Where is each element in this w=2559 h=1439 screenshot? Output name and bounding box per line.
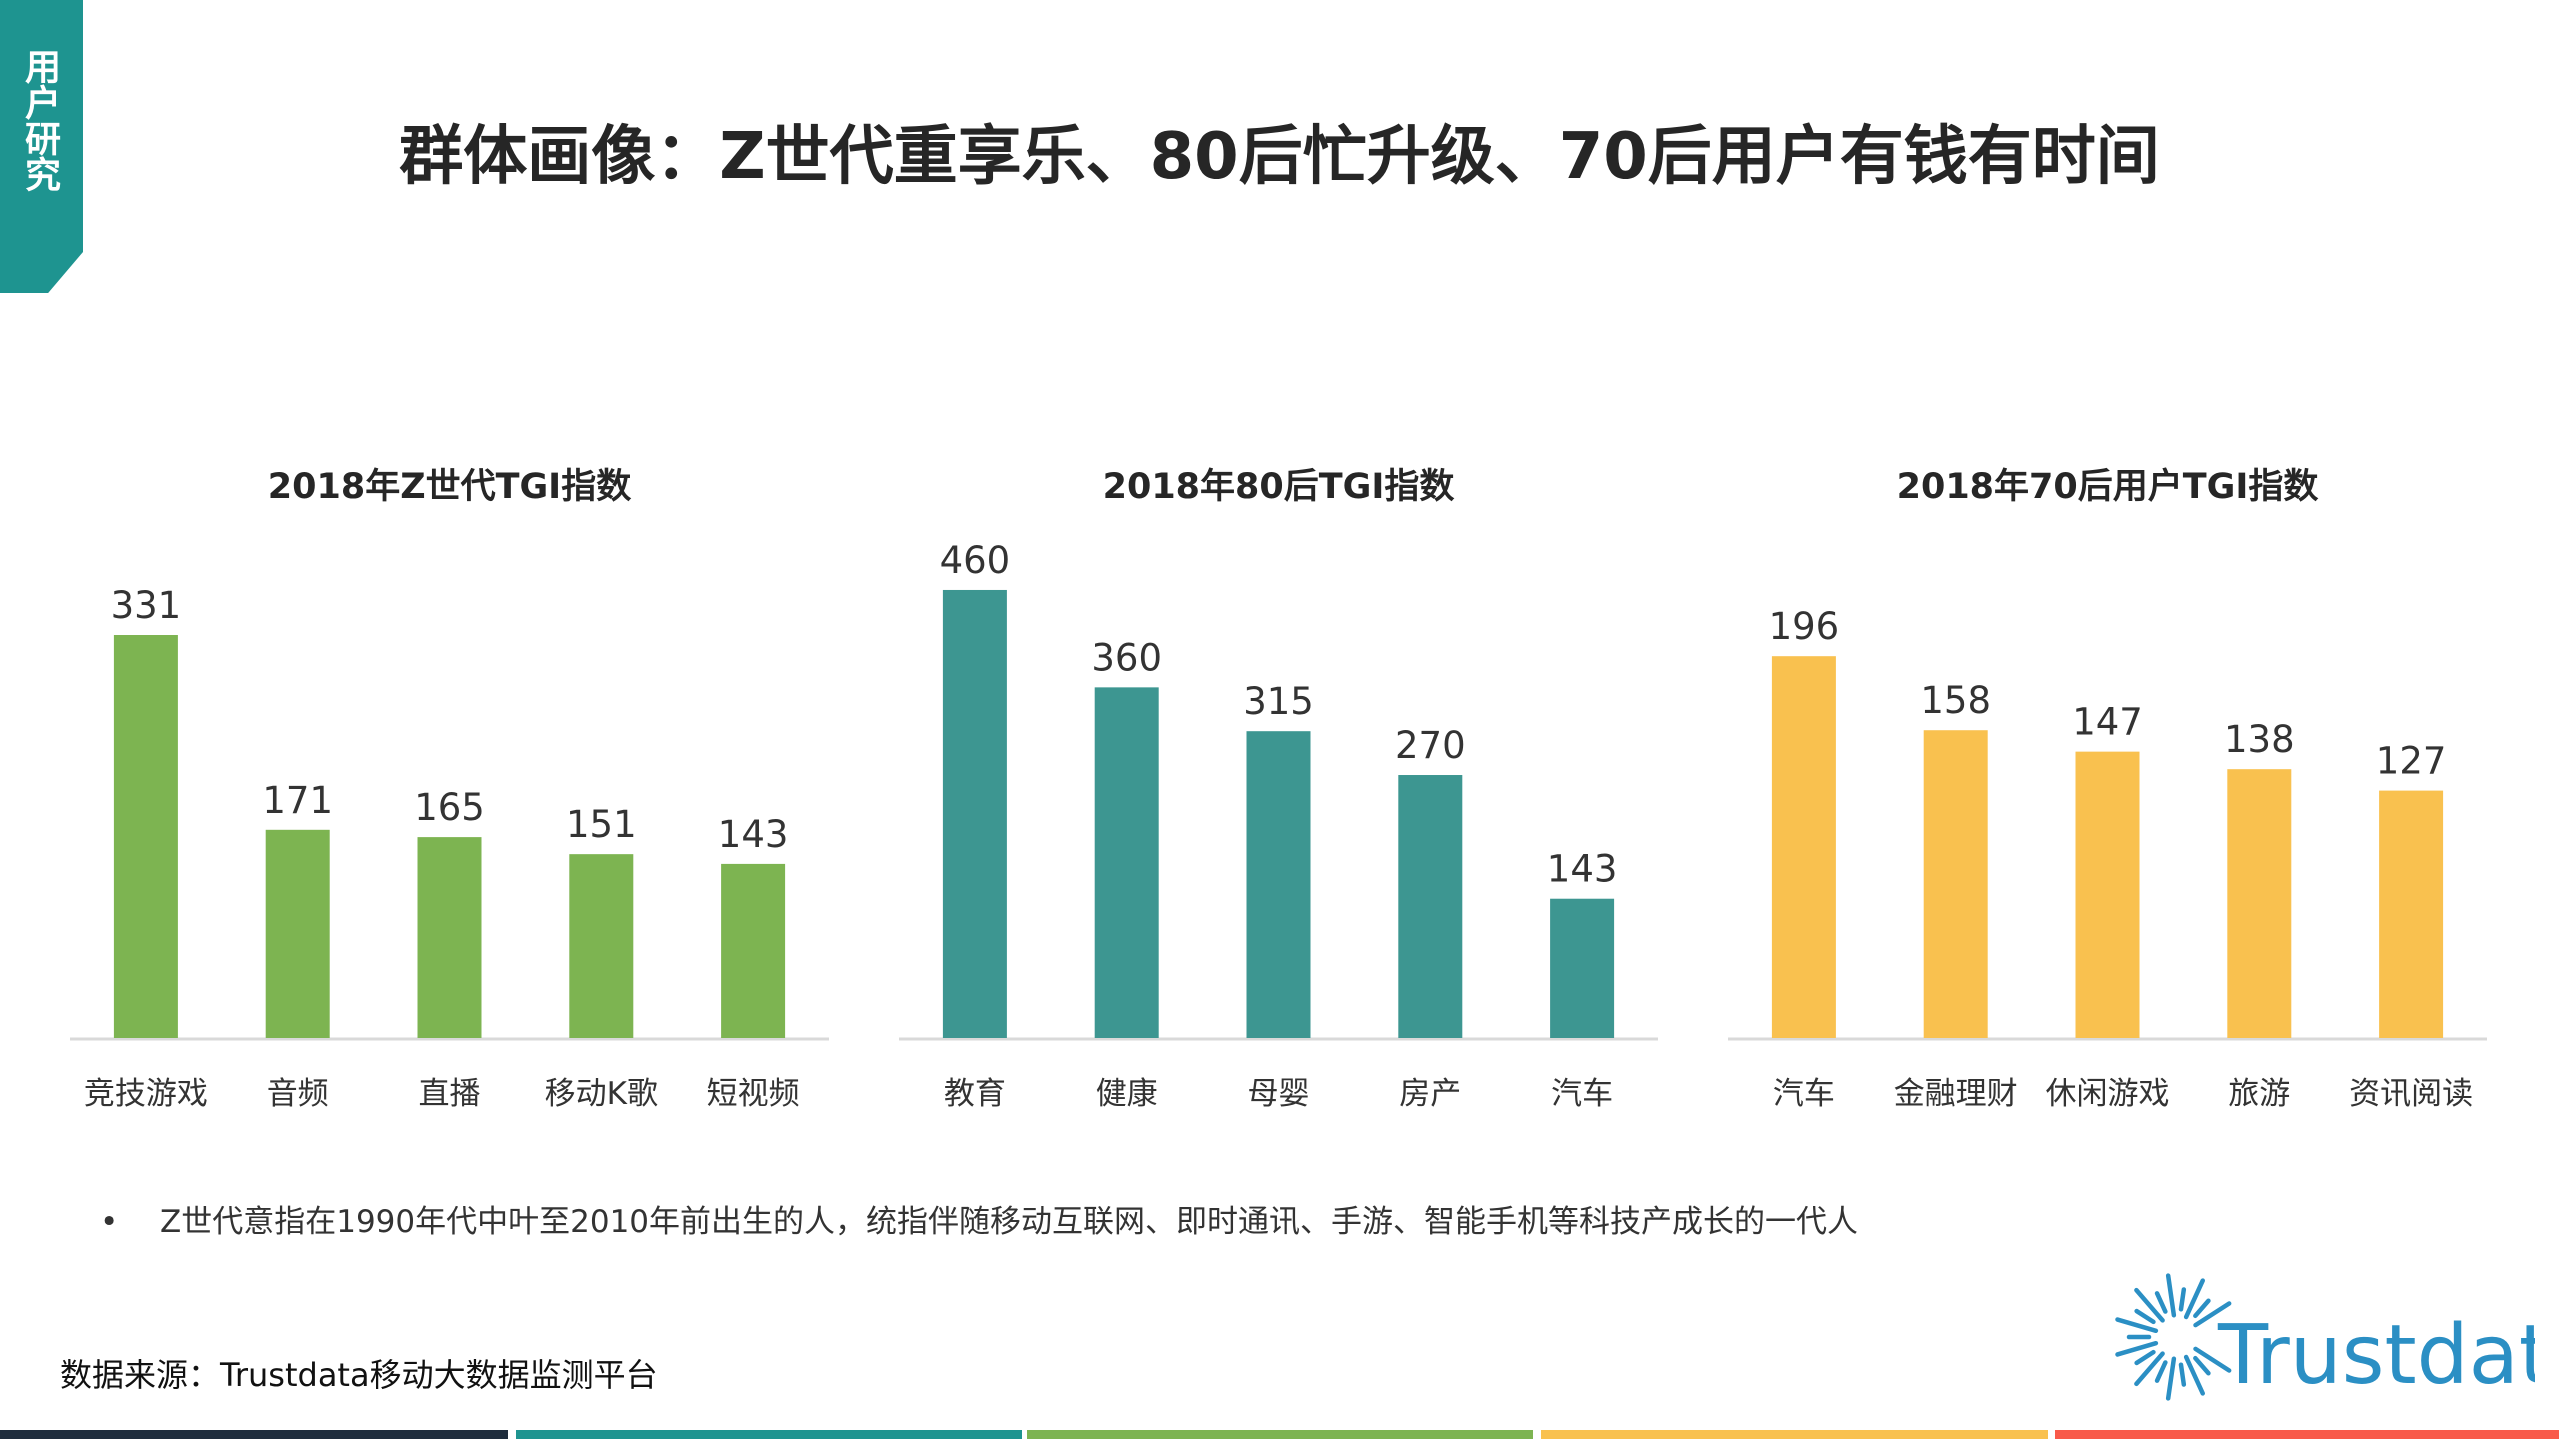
logo-ray	[2193, 1346, 2232, 1373]
bar	[569, 854, 634, 1038]
logo-ray	[2193, 1301, 2232, 1328]
bar	[113, 635, 178, 1038]
bar	[1398, 775, 1463, 1038]
tgi-bar-charts: 2018年Z世代TGI指数 331 竞技游戏 171 音频 165 直播 151 移动K歌 143…	[70, 467, 2487, 1112]
bar	[1246, 731, 1311, 1038]
chart-2: 2018年80后TGI指数 460 教育 360 健康 315 母婴 270 房产 143 汽车	[899, 467, 1658, 1112]
section-tab: 用户研究	[0, 0, 83, 293]
data-label: 158	[1920, 679, 1991, 722]
logo-ray	[2183, 1354, 2206, 1396]
data-label: 151	[566, 803, 637, 846]
data-label: 143	[1547, 848, 1618, 891]
data-label: 270	[1395, 724, 1466, 767]
logo-ray	[2134, 1349, 2156, 1366]
data-label: 171	[262, 779, 333, 822]
bar	[2075, 751, 2140, 1038]
data-label: 165	[414, 786, 485, 829]
section-tab-label: 用户研究	[19, 48, 60, 192]
category-label: 休闲游戏	[2046, 1076, 2170, 1112]
data-label: 460	[940, 539, 1011, 582]
chart-3: 2018年70后用户TGI指数 196 汽车 158 金融理财 147 休闲游戏 138 旅游 1…	[1728, 467, 2487, 1112]
logo-ray	[2134, 1287, 2165, 1323]
data-label: 127	[2376, 740, 2447, 783]
bar	[1094, 687, 1159, 1038]
footnote: • Z世代意指在1990年代中叶至2010年前出生的人，统指伴随移动互联网、即时通…	[100, 1196, 1858, 1241]
footer-segment	[516, 1430, 1022, 1439]
category-label: 母婴	[1248, 1076, 1310, 1112]
chart-title: 2018年80后TGI指数	[1103, 467, 1455, 507]
chart-1: 2018年Z世代TGI指数 331 竞技游戏 171 音频 165 直播 151 移动K歌 143…	[70, 467, 829, 1112]
category-label: 汽车	[1773, 1076, 1835, 1112]
page-title: 群体画像：Z世代重享乐、80后忙升级、70后用户有钱有时间	[399, 120, 2160, 194]
logo-ray	[2134, 1351, 2165, 1387]
logo-ray	[2134, 1308, 2156, 1325]
trustdata-logo: Trustdata	[2115, 1273, 2535, 1403]
footer-segment	[1027, 1430, 1533, 1439]
category-label: 短视频	[707, 1076, 800, 1112]
chart-title: 2018年Z世代TGI指数	[268, 467, 631, 507]
category-label: 金融理财	[1894, 1076, 2018, 1112]
bar	[1771, 656, 1836, 1038]
category-label: 直播	[419, 1076, 481, 1112]
footer-segment	[2055, 1430, 2559, 1439]
data-label: 331	[111, 584, 182, 627]
category-label: 资讯阅读	[2349, 1076, 2473, 1112]
category-label: 旅游	[2228, 1076, 2290, 1112]
bar	[265, 829, 330, 1038]
category-label: 汽车	[1551, 1076, 1613, 1112]
logo-text: Trustdata	[2217, 1308, 2535, 1403]
category-label: 移动K歌	[545, 1076, 658, 1112]
footnote-text: Z世代意指在1990年代中叶至2010年前出生的人，统指伴随移动互联网、即时通讯…	[160, 1204, 1859, 1240]
logo-ray	[2115, 1340, 2159, 1357]
category-label: 健康	[1096, 1076, 1158, 1112]
logo-ray	[2154, 1360, 2168, 1383]
data-label: 138	[2224, 718, 2295, 761]
data-source: 数据来源：Trustdata移动大数据监测平台	[60, 1356, 658, 1394]
category-label: 房产	[1399, 1076, 1461, 1112]
sunburst-icon	[2115, 1273, 2232, 1401]
logo-ray	[2165, 1356, 2177, 1401]
bar	[417, 837, 482, 1038]
logo-ray	[2178, 1287, 2187, 1312]
footer-segment	[0, 1430, 508, 1439]
logo-ray	[2154, 1291, 2168, 1314]
data-label: 360	[1091, 636, 1162, 679]
logo-ray	[2193, 1355, 2211, 1376]
logo-ray	[2183, 1278, 2206, 1320]
bar	[942, 589, 1007, 1038]
data-label: 196	[1769, 605, 1840, 648]
logo-ray	[2178, 1362, 2187, 1387]
bar	[1550, 898, 1615, 1038]
data-label: 143	[718, 813, 789, 856]
chart-title: 2018年70后用户TGI指数	[1897, 467, 2319, 507]
logo-ray	[2115, 1317, 2159, 1334]
bullet-icon: •	[100, 1204, 119, 1240]
data-label: 315	[1243, 680, 1314, 723]
footer-segment	[1541, 1430, 2048, 1439]
logo-ray	[2193, 1298, 2211, 1319]
logo-ray	[2165, 1273, 2177, 1318]
bar	[2379, 790, 2444, 1038]
category-label: 教育	[944, 1076, 1006, 1112]
bar	[2227, 769, 2292, 1038]
bar	[1923, 730, 1988, 1038]
data-label: 147	[2072, 701, 2143, 744]
bar	[721, 863, 786, 1038]
category-label: 竞技游戏	[84, 1076, 208, 1112]
category-label: 音频	[267, 1076, 329, 1112]
